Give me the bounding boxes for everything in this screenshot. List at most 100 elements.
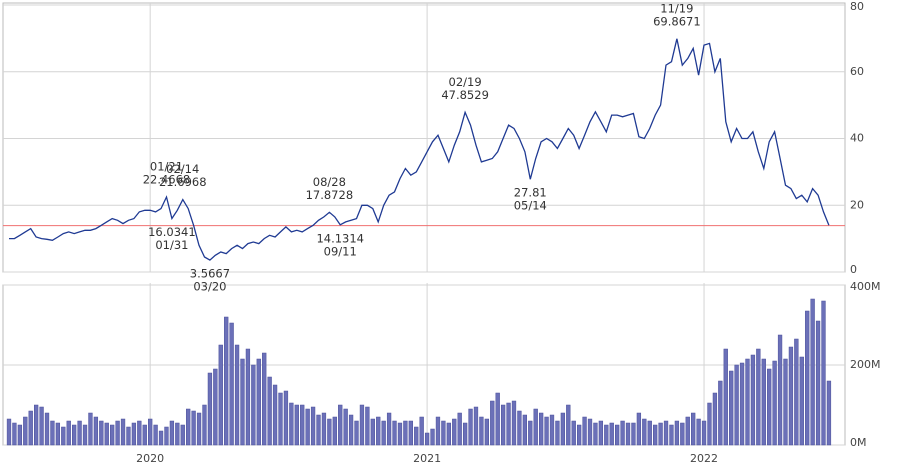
volume-bar — [191, 410, 196, 446]
volume-bar — [723, 348, 728, 446]
volume-bar — [207, 372, 213, 446]
annotation-value: 14.1314 — [316, 231, 364, 245]
volume-bar — [761, 358, 766, 446]
x-tick-label: 2022 — [690, 452, 718, 465]
volume-bar — [538, 412, 544, 446]
volume-bar — [66, 420, 71, 446]
volume-bar — [120, 418, 126, 446]
volume-bar — [278, 392, 283, 446]
volume-bar — [663, 420, 669, 446]
volume-bar — [533, 408, 538, 446]
volume-bar — [457, 412, 462, 446]
volume-bar — [196, 412, 202, 446]
volume-bar — [256, 358, 261, 446]
volume-bar — [446, 422, 451, 446]
volume-bar — [647, 420, 652, 446]
volume-bar — [55, 422, 61, 446]
volume-bar — [473, 406, 479, 446]
volume-bar — [625, 422, 631, 446]
annotation-date: 02/14 — [166, 162, 199, 176]
y-tick-label: 40 — [850, 132, 864, 145]
volume-bar — [517, 410, 522, 446]
volume-bar — [289, 402, 294, 446]
y-tick-label: 0 — [850, 263, 857, 276]
annotation-value: 27.81 — [514, 186, 547, 200]
annotation-date: 08/28 — [313, 175, 346, 189]
volume-bar — [148, 418, 153, 446]
y-tick-label: 200M — [850, 358, 881, 371]
volume-bar — [93, 416, 99, 446]
annotation-date: 01/31 — [155, 238, 188, 252]
annotation-date: 09/11 — [324, 244, 357, 258]
y-tick-label: 0M — [850, 436, 867, 449]
volume-bar — [267, 376, 272, 446]
volume-bar — [408, 420, 413, 446]
volume-bar — [310, 406, 316, 446]
volume-bar — [767, 368, 772, 446]
annotation-date: 02/19 — [449, 75, 482, 89]
volume-bar — [348, 414, 354, 446]
volume-bar — [414, 426, 419, 446]
x-tick-label: 2021 — [413, 452, 441, 465]
volume-bar — [240, 358, 245, 446]
volume-bar — [23, 416, 28, 446]
y-tick-label: 400M — [850, 280, 881, 293]
volume-bar — [615, 424, 620, 446]
volume-bar — [104, 422, 109, 446]
volume-bar — [142, 424, 147, 446]
y-tick-label: 20 — [850, 198, 864, 211]
volume-bar — [424, 432, 430, 446]
volume-bar — [631, 422, 636, 446]
volume-bar — [794, 338, 799, 446]
volume-bar — [642, 418, 647, 446]
annotation-date: 05/14 — [514, 199, 547, 213]
annotation-value: 16.0341 — [148, 225, 196, 239]
volume-bar — [522, 414, 528, 446]
volume-bar — [34, 404, 39, 446]
volume-bar — [202, 404, 207, 446]
volume-bar — [12, 422, 17, 446]
volume-bar — [164, 426, 169, 446]
volume-bar — [321, 412, 327, 446]
volume-bar — [598, 420, 604, 446]
volume-bar — [186, 408, 191, 446]
volume-bar — [272, 384, 278, 446]
volume-bar — [604, 424, 609, 446]
volume-bar — [218, 344, 223, 446]
annotation-value: 69.8671 — [653, 14, 701, 28]
volume-bar — [587, 418, 593, 446]
volume-bar — [620, 420, 625, 446]
volume-bar — [39, 406, 44, 446]
volume-bar — [213, 368, 218, 446]
volume-bar — [729, 370, 734, 446]
volume-bar — [658, 422, 663, 446]
volume-bar — [115, 420, 120, 446]
volume-bar — [734, 364, 739, 446]
volume-bar — [354, 420, 359, 446]
volume-bar — [680, 422, 685, 446]
volume-bar — [338, 404, 343, 446]
volume-bar — [566, 404, 571, 446]
volume-bar — [28, 410, 33, 446]
volume-bar — [386, 412, 392, 446]
y-tick-label: 80 — [850, 0, 864, 13]
volume-bar — [821, 300, 826, 446]
volume-bar — [365, 406, 370, 446]
volume-bar — [712, 392, 718, 446]
volume-bar — [403, 420, 408, 446]
volume-bar — [544, 416, 549, 446]
volume-bar — [653, 424, 658, 446]
volume-bar — [305, 408, 310, 446]
volume-bar — [359, 404, 365, 446]
annotation-value: 22.4668 — [143, 173, 191, 187]
volume-bar — [17, 424, 23, 446]
volume-bar — [82, 424, 88, 446]
volume-bar — [636, 412, 642, 446]
volume-bar — [745, 358, 750, 446]
y-tick-label: 60 — [850, 65, 864, 78]
volume-bar — [691, 412, 696, 446]
annotation-value: 21.6968 — [159, 175, 207, 189]
price-panel — [2, 2, 846, 273]
volume-bar — [826, 380, 832, 446]
volume-bar — [772, 360, 777, 446]
